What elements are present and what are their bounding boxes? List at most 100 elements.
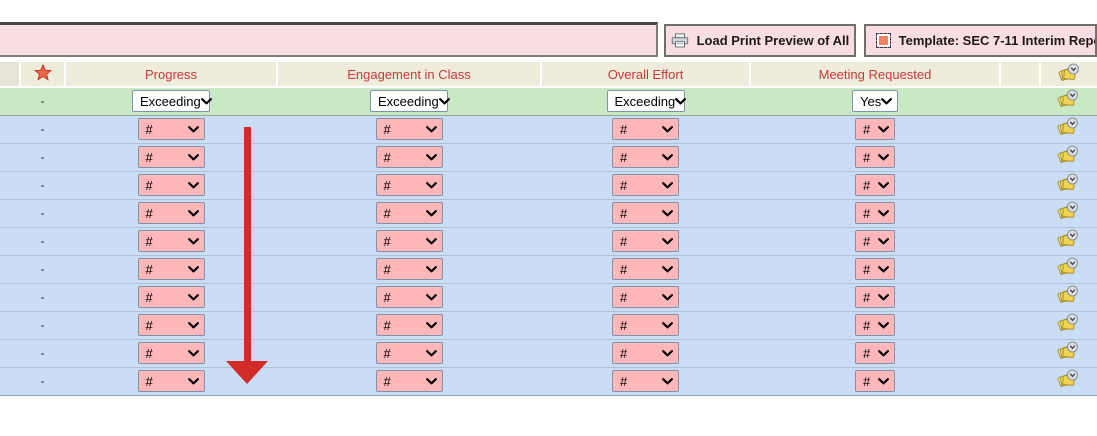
overall-select[interactable]: #: [612, 286, 679, 308]
progress-select[interactable]: #: [137, 370, 205, 392]
row-notes-cell[interactable]: [1040, 283, 1097, 312]
row-marker-cell: -: [20, 339, 65, 368]
header-notes-cell[interactable]: [1040, 62, 1097, 88]
meeting-cell: #: [750, 171, 1000, 200]
overall-select[interactable]: #: [612, 342, 679, 364]
progress-select[interactable]: #: [137, 146, 205, 168]
progress-select-value: #: [145, 121, 153, 137]
chevron-down-icon: [662, 237, 673, 244]
printer-icon: [671, 33, 689, 48]
table-row: - Exceeding Exceeding Exceeding Yes: [0, 87, 1097, 116]
row-notes-cell[interactable]: [1040, 339, 1097, 368]
star-icon: [33, 64, 52, 81]
meeting-select-value: #: [863, 149, 871, 165]
meeting-select[interactable]: #: [855, 174, 895, 196]
row-notes-cell[interactable]: [1040, 171, 1097, 200]
progress-select[interactable]: #: [137, 118, 205, 140]
row-notes-cell[interactable]: [1040, 227, 1097, 256]
meeting-select[interactable]: #: [855, 202, 895, 224]
chevron-down-icon: [187, 293, 199, 300]
header-star-cell[interactable]: [20, 62, 66, 88]
meeting-select[interactable]: Yes: [852, 90, 898, 113]
progress-select[interactable]: #: [137, 342, 205, 364]
engagement-select[interactable]: Exceeding: [370, 90, 450, 113]
progress-select[interactable]: #: [137, 314, 205, 336]
notes-icon[interactable]: [1057, 173, 1080, 193]
overall-cell: #: [541, 199, 750, 228]
notes-icon[interactable]: [1057, 313, 1080, 333]
engagement-select[interactable]: #: [375, 230, 443, 252]
template-button[interactable]: Template: SEC 7-11 Interim Report 20: [863, 24, 1097, 57]
engagement-select[interactable]: #: [375, 286, 443, 308]
meeting-select[interactable]: #: [855, 342, 895, 364]
notes-icon[interactable]: [1057, 285, 1080, 305]
row-notes-cell[interactable]: [1040, 255, 1097, 284]
table-row: - # # # #: [0, 227, 1097, 256]
progress-select[interactable]: Exceeding: [132, 90, 212, 113]
engagement-select[interactable]: #: [375, 258, 443, 280]
engagement-select-value: #: [383, 373, 391, 389]
meeting-select[interactable]: #: [855, 146, 895, 168]
meeting-select[interactable]: #: [855, 370, 895, 392]
row-marker-cell: -: [20, 171, 65, 200]
notes-icon[interactable]: [1057, 89, 1080, 109]
engagement-select[interactable]: #: [375, 202, 443, 224]
meeting-select[interactable]: #: [855, 118, 895, 140]
meeting-select[interactable]: #: [855, 258, 895, 280]
notes-icon[interactable]: [1057, 369, 1080, 389]
overall-select-value: #: [620, 261, 628, 277]
progress-select[interactable]: #: [137, 202, 205, 224]
meeting-select[interactable]: #: [855, 314, 895, 336]
notes-icon[interactable]: [1057, 145, 1080, 165]
notes-icon[interactable]: [1057, 117, 1080, 137]
progress-select[interactable]: #: [137, 258, 205, 280]
row-lead-cell: [0, 311, 20, 340]
notes-icon[interactable]: [1058, 63, 1081, 83]
notes-icon[interactable]: [1057, 341, 1080, 361]
overall-select[interactable]: #: [612, 174, 679, 196]
engagement-select[interactable]: #: [375, 314, 443, 336]
overall-select[interactable]: #: [612, 314, 679, 336]
engagement-select[interactable]: #: [375, 342, 443, 364]
overall-select[interactable]: #: [612, 370, 679, 392]
engagement-select[interactable]: #: [375, 370, 443, 392]
engagement-cell: #: [277, 143, 541, 172]
row-notes-cell[interactable]: [1040, 143, 1097, 172]
overall-select[interactable]: #: [612, 230, 679, 252]
chevron-down-icon: [662, 209, 673, 216]
progress-select[interactable]: #: [137, 230, 205, 252]
overall-select[interactable]: Exceeding: [606, 90, 687, 113]
engagement-select[interactable]: #: [375, 146, 443, 168]
row-notes-cell[interactable]: [1040, 367, 1097, 396]
progress-select[interactable]: #: [137, 174, 205, 196]
row-marker: -: [40, 206, 45, 220]
notes-icon[interactable]: [1057, 257, 1080, 277]
row-spacer-cell: [1000, 87, 1040, 116]
meeting-select[interactable]: #: [855, 286, 895, 308]
overall-select-value: #: [620, 233, 628, 249]
overall-select[interactable]: #: [612, 146, 679, 168]
load-print-preview-button[interactable]: Load Print Preview of All: [664, 24, 856, 57]
row-notes-cell[interactable]: [1040, 311, 1097, 340]
header-spacer-cell: [1000, 62, 1041, 88]
chevron-down-icon: [187, 181, 199, 188]
overall-select[interactable]: #: [612, 258, 679, 280]
progress-select-value: #: [145, 177, 153, 193]
engagement-cell: #: [277, 367, 541, 396]
engagement-cell: Exceeding: [277, 87, 541, 116]
notes-icon[interactable]: [1057, 229, 1080, 249]
engagement-select[interactable]: #: [375, 174, 443, 196]
meeting-select[interactable]: #: [855, 230, 895, 252]
overall-select[interactable]: #: [612, 118, 679, 140]
chevron-down-icon: [425, 321, 437, 328]
chevron-down-icon: [878, 321, 889, 328]
notes-icon[interactable]: [1057, 201, 1080, 221]
progress-select[interactable]: #: [137, 286, 205, 308]
row-notes-cell[interactable]: [1040, 115, 1097, 144]
chevron-down-icon: [662, 153, 673, 160]
row-notes-cell[interactable]: [1040, 199, 1097, 228]
engagement-cell: #: [277, 199, 541, 228]
row-notes-cell[interactable]: [1040, 87, 1097, 116]
engagement-select[interactable]: #: [375, 118, 443, 140]
overall-select[interactable]: #: [612, 202, 679, 224]
